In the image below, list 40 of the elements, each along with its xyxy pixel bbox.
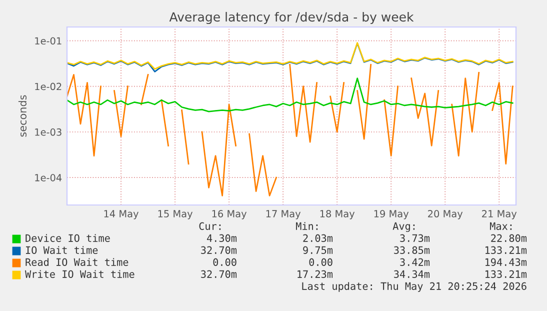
legend-label: Read IO Wait time (26, 258, 128, 266)
x-tick-label: 18 May (320, 210, 355, 220)
text: 33.85m (394, 246, 430, 254)
text: 0.00 (213, 258, 236, 266)
legend-label: Write IO Wait time (25, 270, 134, 278)
text: Last update: Thu May 21 20:25:24 2026 (302, 282, 526, 292)
line-series (67, 78, 514, 112)
text: 17.23m (298, 270, 333, 278)
text: 34.34m (394, 270, 430, 278)
text: 2.03m (303, 234, 333, 242)
x-tick-label: 15 May (158, 210, 193, 220)
y-tick-label: 1e-02 (35, 82, 62, 90)
text: 32.70m (201, 246, 237, 254)
x-tick-label: 20 May (428, 210, 463, 220)
text: 3.73m (400, 234, 430, 242)
y-tick-label: 1e-04 (35, 174, 62, 182)
text: 194.43m (485, 258, 527, 266)
x-tick-label: 19 May (374, 210, 409, 220)
x-tick-label: 16 May (212, 210, 247, 220)
text: 32.70m (201, 270, 237, 278)
y-tick-label: 1e-03 (35, 128, 62, 136)
x-tick-label: 14 May (104, 210, 139, 220)
legend-label: IO Wait time (26, 246, 98, 254)
text: Max: (490, 222, 512, 230)
text: 4.30m (206, 234, 237, 242)
y-axis-title: seconds (18, 95, 27, 137)
text: 133.21m (485, 246, 527, 254)
legend-label: Device IO time (26, 234, 110, 242)
y-tick-label: 1e-01 (35, 37, 62, 45)
text: 9.75m (303, 246, 333, 254)
text: Min: (296, 222, 318, 230)
text: Avg: (392, 222, 415, 232)
x-tick-label: 21 May (482, 210, 517, 220)
chart-title: Average latency for /dev/sda - by week (169, 12, 414, 24)
text: 3.42m (400, 258, 430, 266)
text: 22.80m (491, 234, 527, 242)
x-tick-label: 17 May (266, 210, 301, 220)
text: 133.21m (485, 270, 527, 278)
text: Cur: (199, 222, 221, 230)
text: 0.00 (309, 258, 332, 266)
